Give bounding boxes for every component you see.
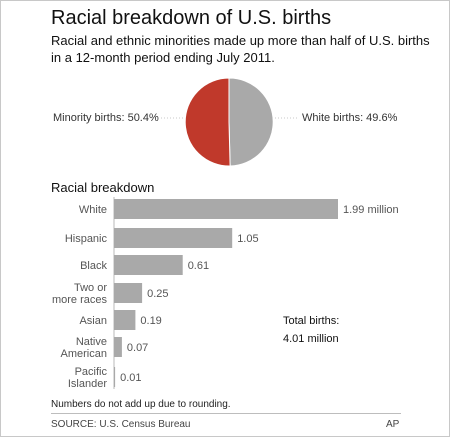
footer-divider [51,413,401,414]
bar-pacific-islander [114,367,116,387]
bar-value-label: 1.05 [237,233,258,245]
bar-category-label: Native American [61,336,107,360]
total-births-value: 4.01 million [283,333,339,345]
bar-category-label-line: more races [52,294,108,306]
bar-category-label-line: Hispanic [65,233,108,245]
bar-category-label-line: Native [76,336,107,348]
bar-category-label: Hispanic [65,233,108,245]
pie-slice-minority [184,77,231,167]
bar-native-american [114,337,122,357]
pie-label-minority: Minority births: 50.4% [53,112,159,124]
bar-value-label: 1.99 million [343,204,399,216]
bar-category-label-line: Islander [68,378,107,390]
bar-category-label: Two or more races [52,282,108,306]
chart-subtitle: Racial and ethnic minorities made up mor… [51,33,430,65]
bar-category-label: Black [80,260,107,272]
source-credit: SOURCE: U.S. Census Bureau [51,419,191,430]
agency-credit: AP [386,419,400,430]
bar-category-label-line: American [61,348,107,360]
bar-two-or-more-races [114,283,143,303]
bar-value-label: 0.01 [120,372,141,384]
bar-category-label-line: White [79,204,107,216]
bar-asian [114,310,136,330]
bar-category-label: Pacific Islander [68,366,108,390]
bar-chart-title: Racial breakdown [51,180,155,195]
bar-black [114,255,183,275]
bar-white [114,199,338,219]
bar-value-label: 0.61 [188,260,209,272]
total-births-label: Total births: [283,315,340,327]
footnote: Numbers do not add up due to rounding. [51,399,231,410]
bar-category-label: White [79,204,107,216]
bar-category-label-line: Two or [74,282,107,294]
bar-value-label: 0.25 [147,288,168,300]
pie-label-white: White births: 49.6% [302,112,398,124]
pie-slice-white [228,77,274,167]
bar-hispanic [114,228,233,248]
bar-value-label: 0.07 [127,342,148,354]
bar-category-label: Asian [79,315,107,327]
bar-value-label: 0.19 [140,315,161,327]
chart-title: Racial breakdown of U.S. births [51,7,332,29]
bar-category-label-line: Pacific [75,366,108,378]
bar-category-label-line: Asian [79,315,107,327]
bar-category-label-line: Black [80,260,107,272]
